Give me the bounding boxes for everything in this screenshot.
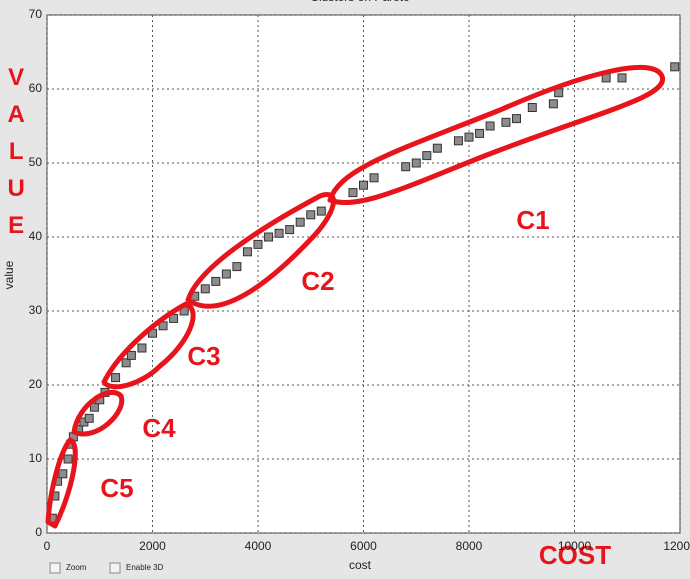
- cluster-label: C5: [100, 473, 133, 503]
- x-tick-label: 8000: [456, 539, 483, 553]
- point: [232, 262, 242, 272]
- point: [63, 454, 73, 464]
- y-axis-label: value: [2, 260, 16, 289]
- y-tick-label: 10: [29, 451, 43, 465]
- y-tick-label: 0: [35, 525, 42, 539]
- x-tick-label: 0: [44, 539, 51, 553]
- cluster-label: C2: [301, 266, 334, 296]
- point: [475, 128, 485, 138]
- y-tick-label: 50: [29, 155, 43, 169]
- checkbox[interactable]: [49, 562, 61, 574]
- point: [432, 143, 442, 153]
- point: [548, 99, 558, 109]
- points: [47, 62, 680, 523]
- y-tick-label: 60: [29, 81, 43, 95]
- x-tick-label: 4000: [245, 539, 272, 553]
- checkbox[interactable]: [109, 562, 121, 574]
- annotation-shapes: [45, 64, 666, 529]
- point: [137, 343, 147, 353]
- point: [411, 158, 421, 168]
- point: [295, 217, 305, 227]
- point: [285, 225, 295, 235]
- point: [511, 114, 521, 124]
- point: [401, 162, 411, 172]
- point: [253, 239, 263, 249]
- cost-annotation: COST: [539, 540, 611, 570]
- point: [89, 402, 99, 412]
- cluster-outline: [45, 437, 78, 529]
- point: [453, 136, 463, 146]
- value-annotation: VALUE: [3, 64, 30, 249]
- point: [221, 269, 231, 279]
- point: [211, 276, 221, 286]
- point: [200, 284, 210, 294]
- point: [169, 313, 179, 323]
- point: [58, 469, 68, 479]
- y-tick-label: 20: [29, 377, 43, 391]
- cluster-outline: [101, 301, 196, 390]
- point: [670, 62, 680, 72]
- grid: [46, 14, 681, 534]
- checkbox-label: Zoom: [66, 563, 87, 572]
- point: [369, 173, 379, 183]
- point: [126, 350, 136, 360]
- point: [316, 206, 326, 216]
- cluster-label: C4: [142, 413, 176, 443]
- point: [359, 180, 368, 190]
- x-tick-label: 2000: [139, 539, 166, 553]
- point: [617, 73, 627, 83]
- point: [242, 247, 252, 257]
- point: [274, 228, 284, 238]
- point: [348, 188, 358, 198]
- point: [306, 210, 316, 220]
- y-tick-label: 30: [29, 303, 43, 317]
- cluster-outline: [185, 192, 336, 309]
- x-tick-label: 10000: [558, 539, 592, 553]
- y-tick-label: 70: [29, 7, 43, 21]
- x-tick-label: 6000: [350, 539, 377, 553]
- point: [464, 132, 474, 142]
- cluster-outline: [71, 389, 125, 437]
- y-tick-label: 40: [29, 229, 43, 243]
- point: [121, 358, 131, 368]
- point: [485, 121, 495, 131]
- point: [158, 321, 168, 331]
- cluster-label: C3: [187, 341, 220, 371]
- x-axis-label: cost: [349, 558, 372, 572]
- point: [84, 413, 94, 423]
- cluster-outline: [327, 64, 666, 206]
- checkbox-label: Enable 3D: [126, 563, 164, 572]
- cluster-label: C1: [516, 205, 549, 235]
- point: [111, 373, 121, 383]
- point: [527, 103, 537, 112]
- point: [264, 232, 274, 242]
- point: [422, 151, 432, 161]
- chart-title: Clusters on Pareto: [310, 0, 410, 4]
- point: [501, 117, 511, 127]
